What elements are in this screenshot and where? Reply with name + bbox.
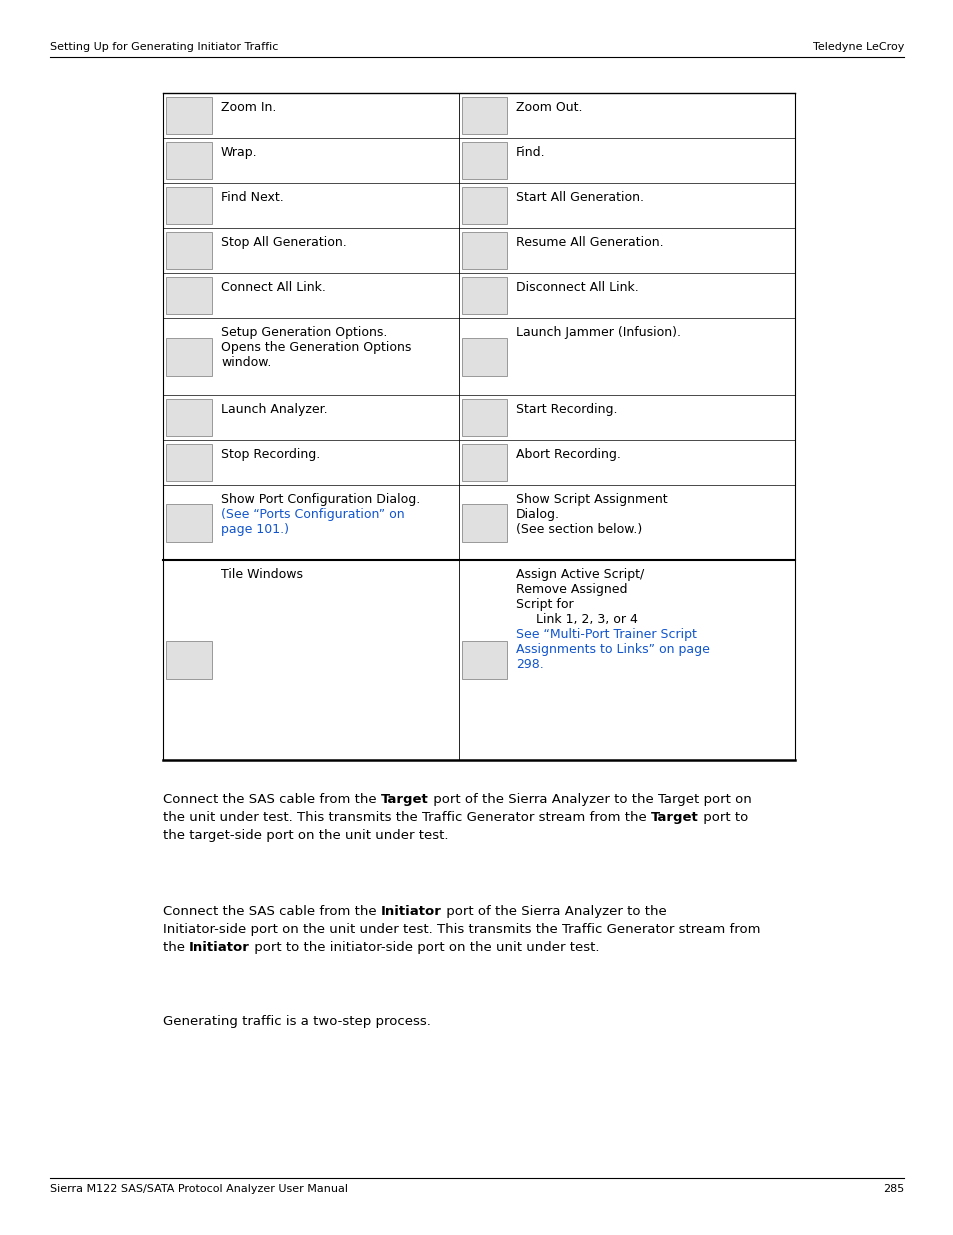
Text: the unit under test. This transmits the Traffic Generator stream from the: the unit under test. This transmits the … — [163, 811, 650, 824]
Text: Connect the SAS cable from the: Connect the SAS cable from the — [163, 905, 380, 918]
Bar — [461, 504, 506, 541]
Text: Resume All Generation.: Resume All Generation. — [516, 236, 663, 249]
Text: Connect All Link.: Connect All Link. — [221, 282, 326, 294]
Bar — [461, 277, 506, 314]
Bar — [461, 445, 506, 480]
Bar — [461, 186, 506, 224]
Text: Find Next.: Find Next. — [221, 191, 283, 204]
Text: Start Recording.: Start Recording. — [516, 403, 617, 416]
Text: 285: 285 — [882, 1184, 903, 1194]
Text: the target-side port on the unit under test.: the target-side port on the unit under t… — [163, 829, 448, 842]
Text: Sierra M122 SAS/SATA Protocol Analyzer User Manual: Sierra M122 SAS/SATA Protocol Analyzer U… — [50, 1184, 348, 1194]
Text: Zoom In.: Zoom In. — [221, 101, 276, 114]
Text: (See section below.): (See section below.) — [516, 522, 641, 536]
Bar — [461, 232, 506, 269]
Text: Generating traffic is a two-step process.: Generating traffic is a two-step process… — [163, 1015, 431, 1028]
Text: Assign Active Script/: Assign Active Script/ — [516, 568, 643, 580]
Bar — [166, 142, 212, 179]
Text: (See “Ports Configuration” on: (See “Ports Configuration” on — [221, 508, 404, 521]
Bar — [461, 399, 506, 436]
Text: Abort Recording.: Abort Recording. — [516, 448, 620, 461]
Text: page 101.): page 101.) — [221, 522, 289, 536]
Text: port of the Sierra Analyzer to the: port of the Sierra Analyzer to the — [441, 905, 666, 918]
Bar — [166, 277, 212, 314]
Text: Launch Jammer (Infusion).: Launch Jammer (Infusion). — [516, 326, 680, 338]
Bar — [166, 641, 212, 679]
Text: Dialog.: Dialog. — [516, 508, 559, 521]
Text: Launch Analyzer.: Launch Analyzer. — [221, 403, 327, 416]
Text: Disconnect All Link.: Disconnect All Link. — [516, 282, 639, 294]
Text: Initiator: Initiator — [380, 905, 441, 918]
Text: the: the — [163, 941, 189, 953]
Bar — [461, 142, 506, 179]
Text: Tile Windows: Tile Windows — [221, 568, 303, 580]
Bar — [166, 337, 212, 375]
Bar — [461, 337, 506, 375]
Text: Teledyne LeCroy: Teledyne LeCroy — [812, 42, 903, 52]
Text: Start All Generation.: Start All Generation. — [516, 191, 643, 204]
Bar — [166, 445, 212, 480]
Text: window.: window. — [221, 356, 271, 369]
Text: port to: port to — [698, 811, 747, 824]
Bar — [166, 504, 212, 541]
Bar — [166, 399, 212, 436]
Text: See “Multi-Port Trainer Script: See “Multi-Port Trainer Script — [516, 629, 696, 641]
Bar — [166, 98, 212, 135]
Text: Target: Target — [650, 811, 698, 824]
Text: Find.: Find. — [516, 146, 545, 159]
Bar — [461, 98, 506, 135]
Text: 298.: 298. — [516, 658, 543, 671]
Text: port of the Sierra Analyzer to the Target port on: port of the Sierra Analyzer to the Targe… — [428, 793, 751, 806]
Text: Show Port Configuration Dialog.: Show Port Configuration Dialog. — [221, 493, 420, 506]
Text: Target: Target — [380, 793, 428, 806]
Text: port to the initiator-side port on the unit under test.: port to the initiator-side port on the u… — [250, 941, 599, 953]
Text: Stop Recording.: Stop Recording. — [221, 448, 320, 461]
Bar — [461, 641, 506, 679]
Text: Link 1, 2, 3, or 4: Link 1, 2, 3, or 4 — [516, 613, 638, 626]
Text: Script for: Script for — [516, 598, 573, 611]
Text: Initiator: Initiator — [189, 941, 250, 953]
Text: Setting Up for Generating Initiator Traffic: Setting Up for Generating Initiator Traf… — [50, 42, 278, 52]
Text: Zoom Out.: Zoom Out. — [516, 101, 582, 114]
Text: Assignments to Links” on page: Assignments to Links” on page — [516, 643, 709, 656]
Text: Connect the SAS cable from the: Connect the SAS cable from the — [163, 793, 380, 806]
Text: Remove Assigned: Remove Assigned — [516, 583, 627, 597]
Text: Opens the Generation Options: Opens the Generation Options — [221, 341, 411, 354]
Bar — [166, 232, 212, 269]
Text: Wrap.: Wrap. — [221, 146, 257, 159]
Text: Show Script Assignment: Show Script Assignment — [516, 493, 667, 506]
Text: Stop All Generation.: Stop All Generation. — [221, 236, 346, 249]
Bar — [166, 186, 212, 224]
Text: Setup Generation Options.: Setup Generation Options. — [221, 326, 387, 338]
Text: Initiator-side port on the unit under test. This transmits the Traffic Generator: Initiator-side port on the unit under te… — [163, 923, 760, 936]
